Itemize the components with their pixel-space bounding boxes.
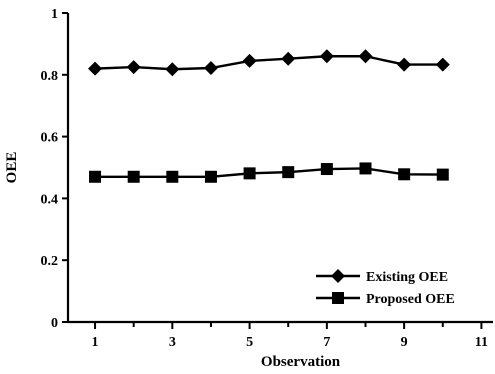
x-tick-label: 9 — [401, 335, 408, 350]
x-tick-label: 7 — [323, 335, 330, 350]
series-proposed-oee — [89, 162, 449, 183]
data-point-proposed-oee — [89, 170, 102, 183]
data-point-existing-oee — [88, 61, 103, 76]
series-layer — [88, 49, 450, 183]
y-axis-title: OEE — [4, 152, 20, 184]
data-point-proposed-oee — [127, 170, 140, 183]
y-tick-label: 0.6 — [41, 131, 59, 146]
data-point-existing-oee — [358, 49, 373, 64]
data-point-existing-oee — [165, 62, 180, 77]
y-tick-label: 0.8 — [41, 69, 59, 84]
data-point-proposed-oee — [204, 170, 217, 183]
data-point-existing-oee — [319, 49, 334, 64]
legend: Existing OEE Proposed OEE — [316, 269, 455, 307]
y-tick-label: 0.2 — [41, 254, 59, 269]
data-point-existing-oee — [203, 61, 218, 76]
data-point-proposed-oee — [359, 162, 372, 175]
data-point-proposed-oee — [398, 168, 411, 181]
legend-label-existing-oee: Existing OEE — [366, 270, 448, 285]
legend-marker-proposed-oee — [332, 292, 344, 304]
axes: 00.20.40.60.811 3 5 7 9 11 — [41, 7, 493, 350]
data-point-proposed-oee — [166, 170, 179, 183]
x-tick-label: 11 — [475, 335, 488, 350]
data-point-existing-oee — [242, 53, 257, 68]
y-tick-label: 1 — [51, 7, 58, 22]
y-tick-label: 0.4 — [41, 192, 59, 207]
data-point-proposed-oee — [320, 163, 333, 176]
series-line-proposed-oee — [95, 167, 443, 178]
data-point-existing-oee — [397, 57, 412, 72]
series-line-existing-oee — [94, 55, 443, 71]
legend-marker-existing-oee — [331, 269, 345, 283]
series-existing-oee — [88, 49, 450, 77]
y-tick-label: 0 — [51, 316, 58, 331]
x-tick-label: 3 — [169, 335, 176, 350]
data-point-existing-oee — [435, 57, 450, 72]
data-point-existing-oee — [126, 60, 141, 75]
data-point-proposed-oee — [436, 168, 449, 181]
data-point-proposed-oee — [243, 167, 256, 180]
x-tick-label: 1 — [92, 335, 99, 350]
data-point-proposed-oee — [282, 166, 295, 179]
data-point-existing-oee — [281, 51, 296, 66]
x-tick-label: 5 — [246, 335, 253, 350]
x-axis-title: Observation — [261, 354, 341, 370]
legend-label-proposed-oee: Proposed OEE — [366, 292, 455, 307]
